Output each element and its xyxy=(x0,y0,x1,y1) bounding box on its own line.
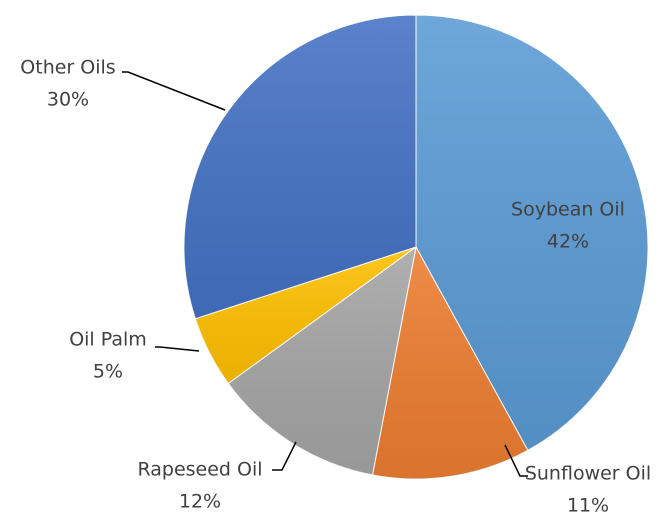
slice-shade xyxy=(183,15,416,319)
slice-shade xyxy=(372,247,528,480)
leader-line xyxy=(122,71,226,111)
slice-label: Soybean Oil xyxy=(511,199,625,221)
leader-line xyxy=(272,441,297,471)
slice-value-label: 42% xyxy=(547,231,589,253)
slice-label: Other Oils xyxy=(20,57,115,79)
slice-value-label: 12% xyxy=(179,491,221,513)
slice-value-label: 5% xyxy=(93,361,123,383)
slice-shade xyxy=(416,15,648,451)
slice-label: Rapeseed Oil xyxy=(137,459,262,481)
slice-shade xyxy=(195,247,416,384)
leader-line xyxy=(504,444,528,477)
slice-value-label: 30% xyxy=(47,89,89,111)
slice-value-label: 11% xyxy=(567,495,609,517)
slice-label: Sunflower Oil xyxy=(525,463,651,485)
leader-line xyxy=(155,346,200,352)
slice-label: Oil Palm xyxy=(69,329,147,351)
slice-shade xyxy=(228,247,416,475)
